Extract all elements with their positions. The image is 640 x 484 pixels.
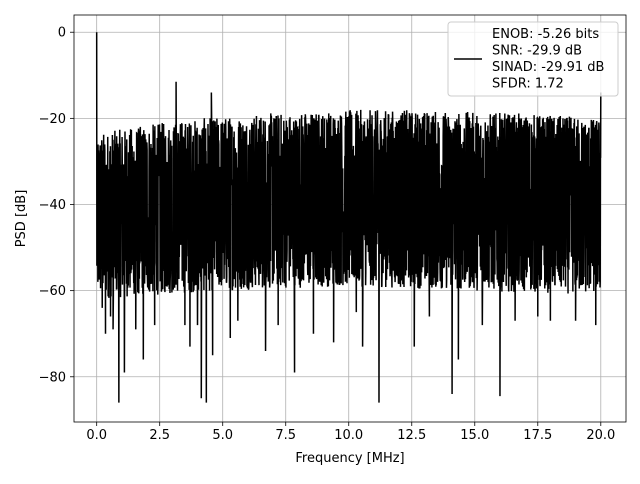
plot-area xyxy=(95,32,602,403)
legend-line: ENOB: -5.26 bits xyxy=(492,27,599,42)
x-tick-label: 10.0 xyxy=(334,428,363,443)
legend-line: SFDR: 1.72 xyxy=(492,77,564,92)
x-tick-label: 5.0 xyxy=(212,428,233,443)
y-tick-label: 0 xyxy=(58,26,66,41)
legend-line: SNR: -29.9 dB xyxy=(492,44,582,59)
x-axis-label: Frequency [MHz] xyxy=(295,451,404,466)
y-axis: 0 −20 −40 −60 −80 xyxy=(39,26,74,385)
y-tick-label: −80 xyxy=(39,370,66,385)
x-tick-label: 0.0 xyxy=(86,428,107,443)
x-tick-label: 17.5 xyxy=(523,428,552,443)
x-tick-label: 7.5 xyxy=(275,428,296,443)
legend-line: SINAD: -29.91 dB xyxy=(492,60,604,75)
y-axis-label: PSD [dB] xyxy=(14,190,29,248)
x-axis: 0.0 2.5 5.0 7.5 10.0 12.5 15.0 17.5 20.0 xyxy=(86,422,615,443)
axes-frame xyxy=(73,14,627,423)
x-tick-label: 2.5 xyxy=(149,428,170,443)
y-tick-label: −60 xyxy=(39,284,66,299)
y-tick-label: −20 xyxy=(39,112,66,127)
x-tick-label: 12.5 xyxy=(397,428,426,443)
x-tick-label: 20.0 xyxy=(586,428,615,443)
y-tick-label: −40 xyxy=(39,198,66,213)
x-tick-label: 15.0 xyxy=(460,428,489,443)
legend-box xyxy=(447,21,619,97)
psd-series-line xyxy=(95,32,602,403)
